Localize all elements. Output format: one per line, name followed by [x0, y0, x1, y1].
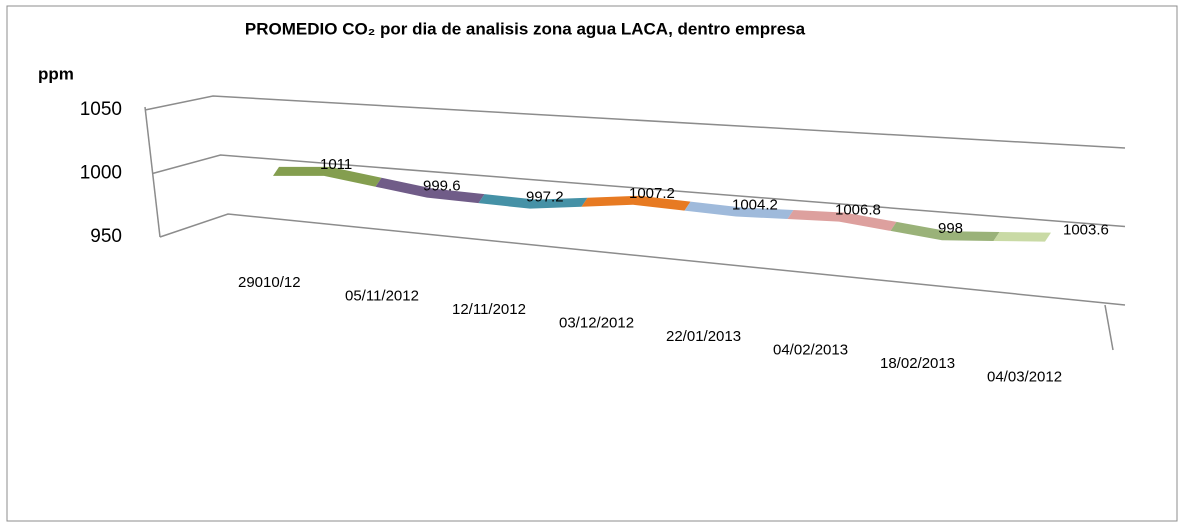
grid-line	[144, 95, 1126, 149]
line-segment	[581, 195, 691, 211]
y-axis-label: ppm	[38, 64, 74, 83]
chart-border	[6, 5, 1178, 522]
data-label: 997.2	[526, 189, 564, 206]
data-label: 1003.6	[1063, 222, 1109, 239]
floor-edge	[1104, 304, 1114, 351]
x-tick-label: 05/11/2012	[345, 287, 419, 304]
x-tick-label: 04/03/2012	[987, 368, 1062, 385]
chart-title: PROMEDIO CO₂ por dia de analisis zona ag…	[245, 19, 806, 38]
line-segment	[890, 221, 1000, 241]
data-label: 1006.8	[835, 202, 881, 219]
data-label: 998	[938, 220, 963, 237]
data-label: 999.6	[423, 178, 461, 195]
x-tick-label: 04/02/2013	[773, 341, 848, 358]
data-label: 1004.2	[732, 197, 778, 214]
data-label: 1007.2	[629, 185, 675, 202]
y-axis-line	[144, 106, 161, 238]
y-tick-label: 1050	[80, 99, 122, 120]
y-tick-label: 950	[90, 226, 122, 247]
x-tick-label: 03/12/2012	[559, 314, 634, 331]
line-segment	[993, 231, 1051, 242]
x-tick-label: 18/02/2013	[880, 355, 955, 372]
line-segment	[787, 210, 897, 231]
line-segment	[375, 177, 485, 204]
line-segment	[478, 194, 588, 209]
x-tick-label: 22/01/2013	[666, 328, 741, 345]
y-tick-label: 1000	[80, 163, 122, 184]
x-tick-label: 12/11/2012	[452, 301, 526, 318]
data-label: 1011	[320, 156, 352, 173]
x-tick-label: 29010/12	[238, 274, 301, 291]
grid-line	[159, 213, 1126, 306]
grid-line	[152, 154, 1126, 228]
line-segment	[684, 201, 794, 220]
line-segment	[273, 166, 382, 187]
